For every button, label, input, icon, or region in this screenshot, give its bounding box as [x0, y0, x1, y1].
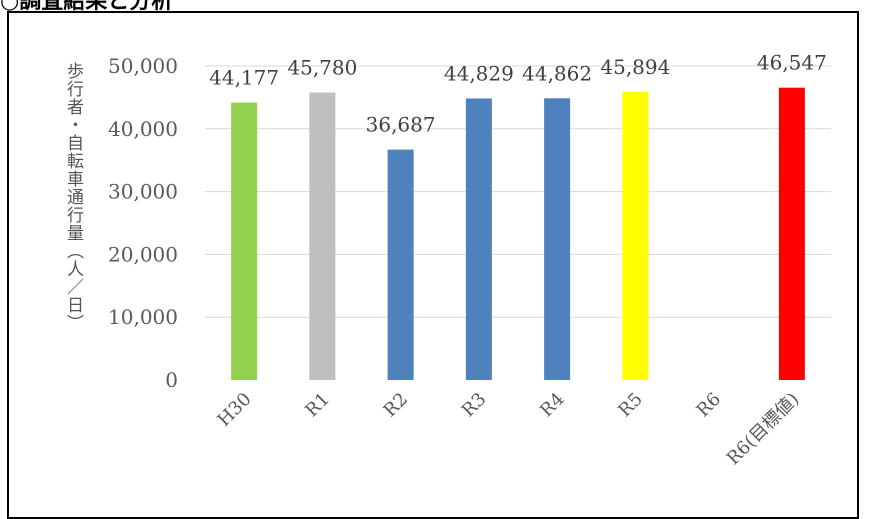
- y-tick-label: 0: [165, 368, 178, 392]
- bar-H30: [231, 102, 258, 380]
- data-label: 44,829: [444, 61, 514, 85]
- x-tick-label: R3: [458, 389, 491, 422]
- x-tick-label: R1: [301, 389, 334, 422]
- bar-R3: [465, 98, 492, 380]
- bar-R1: [309, 92, 336, 381]
- data-label: 44,177: [209, 66, 279, 90]
- x-tick-label: H30: [214, 389, 256, 431]
- x-tick-label: R4: [536, 389, 569, 422]
- data-labels: 44,177 45,780 36,687 44,829 44,862 45,894 46,5…: [209, 51, 827, 137]
- gridlines: [205, 65, 831, 318]
- y-tick-label: 20,000: [108, 242, 178, 266]
- chart-frame: [7, 11, 859, 519]
- y-tick-label: 40,000: [108, 117, 178, 141]
- x-tick-label: R6(目標値): [723, 389, 804, 470]
- data-label: 44,862: [522, 61, 592, 85]
- bar-R4: [544, 98, 571, 381]
- bars: [231, 87, 805, 381]
- x-tick-label: R5: [614, 389, 647, 422]
- x-tick-label: R2: [380, 389, 413, 422]
- data-label: 45,780: [287, 56, 357, 80]
- data-label: 36,687: [366, 113, 436, 137]
- y-tick-label: 10,000: [108, 305, 178, 329]
- data-label: 46,547: [757, 51, 827, 75]
- y-axis-title: 歩行者・自転車通行量（人／日）: [63, 62, 83, 332]
- y-axis-ticks: 0 10,000 20,000 30,000 40,000 50,000: [108, 54, 178, 392]
- section-heading: ○調査結果と分析: [0, 0, 174, 14]
- y-tick-label: 50,000: [108, 54, 178, 78]
- bar-R6(目標値): [778, 87, 805, 380]
- y-tick-label: 30,000: [108, 180, 178, 204]
- bar-R5: [622, 91, 649, 381]
- x-tick-label: R6: [693, 389, 726, 422]
- data-label: 45,894: [600, 55, 670, 79]
- bar-R2: [387, 149, 414, 380]
